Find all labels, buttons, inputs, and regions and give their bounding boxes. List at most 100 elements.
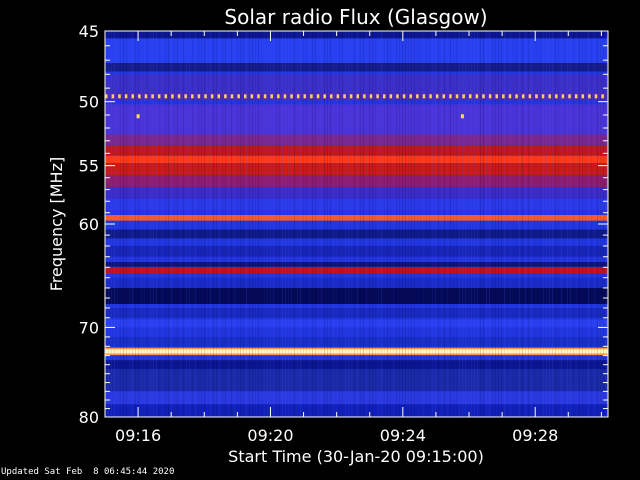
- heatmap-dash: [243, 94, 247, 99]
- heatmap-dash: [290, 94, 293, 99]
- heatmap-streak: [474, 31, 475, 417]
- heatmap-streak: [564, 31, 565, 417]
- heatmap-dash: [594, 94, 598, 99]
- heatmap-streak: [441, 31, 442, 417]
- heatmap-dash: [409, 94, 412, 99]
- heatmap-dash: [435, 94, 439, 99]
- heatmap-streak: [522, 31, 523, 417]
- heatmap-streak: [261, 31, 262, 417]
- heatmap-streak: [339, 31, 340, 417]
- heatmap-streak: [123, 31, 124, 417]
- heatmap-streak: [300, 31, 301, 417]
- heatmap-dash: [184, 94, 187, 99]
- heatmap-streak: [489, 31, 490, 417]
- heatmap-streak: [138, 31, 139, 417]
- heatmap-streak: [429, 31, 430, 417]
- heatmap-streak: [342, 31, 343, 417]
- heatmap-streak: [576, 31, 577, 417]
- heatmap-streak: [264, 31, 265, 417]
- heatmap-dash: [171, 94, 174, 99]
- heatmap-streak: [594, 31, 595, 417]
- x-tick-label: 09:20: [247, 426, 293, 445]
- heatmap-streak: [195, 31, 196, 417]
- heatmap-band: [105, 104, 608, 135]
- heatmap-streak: [180, 31, 181, 417]
- y-tick-label: 80: [79, 408, 99, 427]
- heatmap-dash: [561, 94, 565, 99]
- heatmap-dash: [601, 94, 604, 99]
- heatmap-streak: [543, 31, 544, 417]
- heatmap-streak: [144, 31, 145, 417]
- heatmap-streak: [255, 31, 256, 417]
- heatmap-dash: [177, 94, 181, 99]
- heatmap-streak: [219, 31, 220, 417]
- heatmap-dash: [521, 94, 525, 99]
- heatmap-streak: [225, 31, 226, 417]
- heatmap-band: [105, 319, 608, 328]
- heatmap-streak: [189, 31, 190, 417]
- heatmap-streak: [237, 31, 238, 417]
- heatmap-dash: [475, 94, 479, 99]
- heatmap-streak: [345, 31, 346, 417]
- heatmap-dash: [343, 94, 346, 99]
- heatmap-streak: [438, 31, 439, 417]
- x-axis-label: Start Time (30-Jan-20 09:15:00): [228, 447, 484, 466]
- heatmap-streak: [168, 31, 169, 417]
- heatmap-streak: [132, 31, 133, 417]
- heatmap-dash: [118, 94, 121, 99]
- heatmap-streak: [396, 31, 397, 417]
- heatmap-streak: [393, 31, 394, 417]
- heatmap-band: [105, 163, 608, 176]
- heatmap-dash: [210, 94, 214, 99]
- heatmap-band: [105, 369, 608, 392]
- heatmap-streak: [330, 31, 331, 417]
- heatmap-streak: [390, 31, 391, 417]
- heatmap-streak: [294, 31, 295, 417]
- heatmap-streak: [426, 31, 427, 417]
- heatmap-dash: [574, 94, 578, 99]
- heatmap-streak: [465, 31, 466, 417]
- heatmap-dash: [588, 94, 591, 99]
- heatmap-streak: [483, 31, 484, 417]
- heatmap-dash: [488, 94, 492, 99]
- heatmap-streak: [285, 31, 286, 417]
- heatmap-streak: [546, 31, 547, 417]
- heatmap-dash: [131, 94, 134, 99]
- heatmap-streak: [246, 31, 247, 417]
- heatmap-dash: [515, 94, 518, 99]
- heatmap-streak: [318, 31, 319, 417]
- heatmap-streak: [552, 31, 553, 417]
- heatmap-dash: [568, 94, 571, 99]
- heatmap-band: [105, 187, 608, 199]
- heatmap-streak: [183, 31, 184, 417]
- heatmap-streak: [117, 31, 118, 417]
- heatmap-streak: [297, 31, 298, 417]
- heatmap-dash: [157, 94, 161, 99]
- heatmap-streak: [210, 31, 211, 417]
- heatmap-band: [105, 353, 608, 356]
- heatmap-streak: [567, 31, 568, 417]
- heatmap-band: [105, 155, 608, 164]
- heatmap-streak: [570, 31, 571, 417]
- heatmap-dash: [217, 94, 221, 99]
- heatmap-band: [105, 307, 608, 318]
- heatmap-streak: [387, 31, 388, 417]
- heatmap-band: [105, 267, 608, 274]
- heatmap-band: [105, 134, 608, 146]
- heatmap-band: [105, 277, 608, 288]
- heatmap-streak: [372, 31, 373, 417]
- heatmap-dash: [323, 94, 326, 99]
- heatmap-streak: [120, 31, 121, 417]
- heatmap-dash: [270, 94, 273, 99]
- heatmap-streak: [201, 31, 202, 417]
- heatmap-streak: [312, 31, 313, 417]
- heatmap-band: [105, 349, 608, 354]
- heatmap-streak: [498, 31, 499, 417]
- heatmap-streak: [573, 31, 574, 417]
- heatmap-dash: [462, 94, 465, 99]
- heatmap-streak: [588, 31, 589, 417]
- heatmap-streak: [240, 31, 241, 417]
- heatmap-streak: [492, 31, 493, 417]
- heatmap-streak: [306, 31, 307, 417]
- heatmap-streak: [420, 31, 421, 417]
